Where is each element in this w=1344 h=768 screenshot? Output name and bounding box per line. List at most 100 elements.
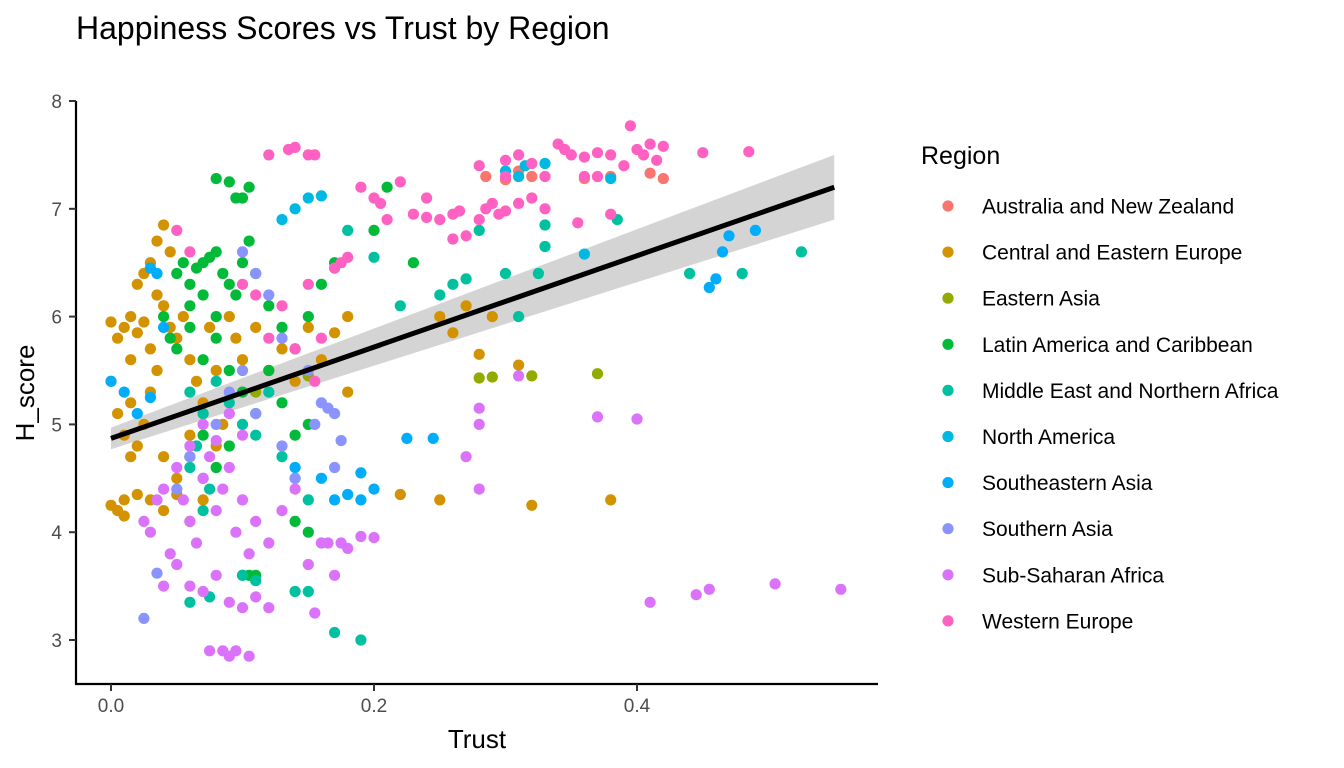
- data-point: [204, 483, 216, 495]
- legend-key: [942, 569, 954, 581]
- legend-key: [942, 477, 954, 489]
- data-point: [263, 364, 275, 377]
- data-point: [473, 402, 485, 414]
- data-point: [230, 332, 242, 344]
- data-point: [539, 170, 551, 183]
- y-tick-label: 5: [51, 415, 62, 436]
- confidence-band: [111, 154, 835, 450]
- legend-label: Australia and New Zealand: [982, 196, 1234, 219]
- data-point: [513, 149, 525, 161]
- regression-line-layer: [110, 184, 836, 441]
- data-point: [539, 240, 551, 253]
- data-point: [210, 435, 222, 447]
- data-point: [407, 257, 419, 269]
- data-point: [329, 494, 341, 506]
- data-point: [250, 591, 262, 603]
- data-point: [421, 211, 433, 223]
- data-point: [315, 472, 327, 484]
- data-point: [381, 214, 393, 226]
- data-point: [223, 278, 235, 290]
- data-point: [118, 321, 130, 333]
- data-point: [302, 311, 314, 323]
- data-point: [703, 583, 715, 595]
- legend-label: Western Europe: [982, 610, 1133, 633]
- data-point: [532, 267, 545, 280]
- data-point: [105, 375, 117, 387]
- data-point: [329, 626, 341, 639]
- data-point: [644, 167, 656, 179]
- data-point: [118, 510, 130, 522]
- legend-key: [942, 246, 954, 258]
- data-point: [276, 451, 288, 463]
- data-point: [302, 494, 314, 506]
- data-point: [486, 311, 498, 323]
- data-point: [638, 149, 650, 161]
- data-point: [171, 472, 183, 484]
- data-point: [210, 246, 222, 258]
- y-axis-ticks: 3 4 5 6 7 8: [51, 92, 76, 652]
- data-point: [499, 205, 512, 217]
- data-point: [684, 267, 696, 280]
- data-point: [158, 300, 170, 312]
- data-point: [210, 505, 222, 517]
- data-point: [236, 364, 249, 377]
- data-point: [289, 483, 301, 495]
- data-point: [151, 267, 163, 280]
- regression-line: [110, 184, 836, 441]
- data-point: [342, 488, 354, 501]
- data-point: [210, 461, 222, 474]
- data-point: [315, 190, 327, 202]
- data-point: [158, 451, 170, 463]
- data-point: [644, 596, 656, 608]
- data-point: [125, 451, 137, 463]
- data-point: [427, 432, 439, 444]
- data-point: [302, 321, 314, 333]
- data-point: [309, 607, 321, 619]
- data-point: [460, 451, 472, 463]
- data-point: [210, 173, 222, 185]
- data-point: [210, 311, 222, 323]
- data-point: [217, 267, 229, 280]
- data-point: [355, 634, 367, 646]
- data-point: [276, 300, 288, 312]
- data-point: [578, 248, 591, 260]
- data-point: [243, 235, 255, 247]
- data-point: [342, 386, 354, 398]
- data-point: [197, 408, 209, 420]
- data-point: [315, 332, 327, 344]
- data-point: [447, 233, 459, 245]
- data-point: [236, 354, 249, 366]
- data-point: [315, 397, 327, 409]
- data-point: [302, 585, 314, 598]
- data-point: [644, 138, 656, 150]
- data-point: [184, 300, 196, 312]
- data-point: [236, 429, 249, 441]
- data-point: [723, 230, 735, 242]
- data-point: [171, 558, 183, 571]
- data-point: [289, 429, 301, 441]
- data-point: [197, 494, 209, 506]
- data-point: [407, 208, 419, 220]
- data-point: [434, 311, 446, 323]
- data-point: [197, 472, 209, 484]
- data-point: [289, 461, 301, 474]
- data-point: [276, 214, 288, 226]
- data-point: [263, 332, 275, 344]
- data-point: [151, 567, 163, 579]
- y-tick-label: 6: [51, 308, 62, 329]
- legend-label: Southern Asia: [982, 518, 1113, 541]
- data-point: [223, 596, 235, 608]
- data-point: [158, 505, 170, 517]
- legend-key: [942, 384, 954, 396]
- data-point: [743, 146, 755, 158]
- legend-key: [942, 292, 954, 304]
- data-point: [381, 181, 393, 193]
- data-point: [230, 645, 242, 657]
- data-point: [125, 311, 137, 323]
- data-point: [131, 408, 143, 420]
- data-point: [499, 154, 512, 166]
- data-point: [177, 494, 189, 506]
- legend-label: Southeastern Asia: [982, 472, 1153, 495]
- data-point: [138, 612, 150, 625]
- data-point: [421, 192, 433, 204]
